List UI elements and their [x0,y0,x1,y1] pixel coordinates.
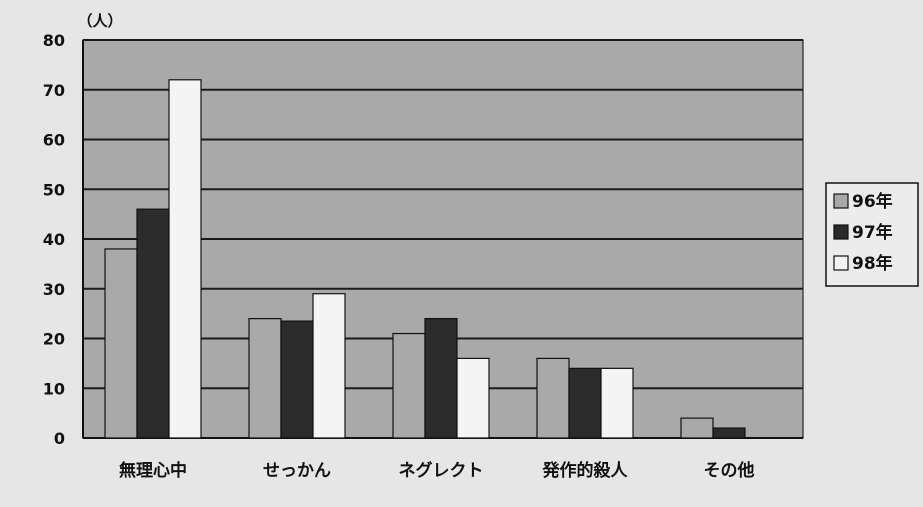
legend-label: 98年 [852,253,893,274]
y-tick-label: 60 [43,131,65,150]
legend-label: 96年 [852,191,893,212]
legend-label: 97年 [852,222,893,243]
bar [680,417,714,439]
bar [280,320,314,439]
bar [568,367,602,439]
bar [424,318,458,439]
bar [312,293,346,439]
y-tick-label: 40 [43,230,65,249]
bar [600,367,634,439]
legend-swatch [833,193,849,209]
bar [248,318,282,439]
x-tick-label: その他 [704,460,755,481]
plot-area: 0 10 20 30 40 50 60 70 80 無理心中 せっかん ネグレクト 発作的殺人 その他 [43,31,804,481]
x-tick-label: 無理心中 [119,460,187,481]
legend-swatch [833,255,849,271]
y-tick-label: 50 [43,180,65,199]
x-tick-label: ネグレクト [399,460,484,481]
bar [456,357,490,439]
bar [712,427,746,439]
legend-swatch [833,224,849,240]
y-tick-label: 10 [43,379,65,398]
bar [392,332,426,439]
y-axis-unit: （人） [77,12,122,30]
y-tick-label: 20 [43,330,65,349]
x-tick-label: せっかん [263,461,331,481]
bar [168,79,202,439]
y-tick-label: 70 [43,81,65,100]
y-tick-label: 30 [43,280,65,299]
legend: 96年 97年 98年 [825,182,919,287]
y-tick-label: 80 [43,31,65,50]
y-tick-label: 0 [54,429,65,448]
bar [104,248,138,439]
bar [136,208,170,439]
bar [536,357,570,439]
x-tick-label: 発作的殺人 [542,460,629,481]
